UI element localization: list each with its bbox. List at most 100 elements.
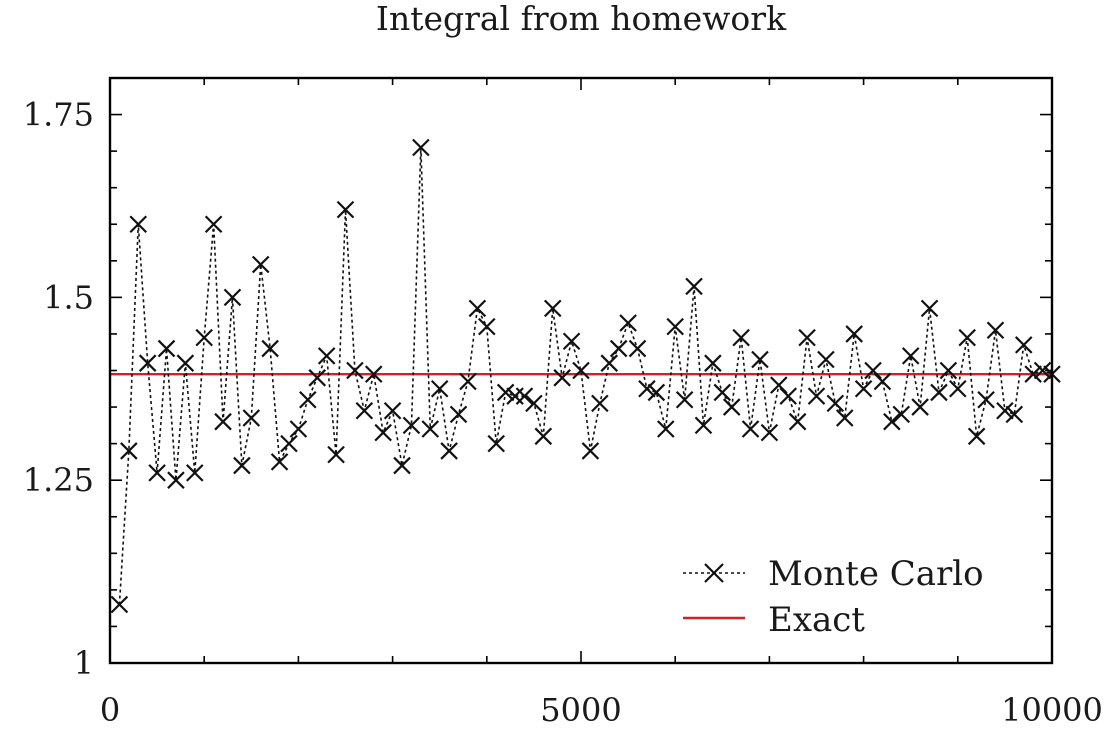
monte-carlo-point — [685, 277, 703, 296]
monte-carlo-point — [308, 369, 327, 387]
monte-carlo-point — [779, 387, 798, 405]
legend-monte-carlo-label: Monte Carlo — [768, 554, 984, 594]
y-tick-label: 1.5 — [43, 278, 94, 316]
legend-monte-carlo-x — [704, 563, 724, 583]
monte-carlo-point — [939, 361, 958, 380]
monte-carlo-point — [873, 372, 892, 391]
monte-carlo-point — [129, 215, 148, 234]
monte-carlo-point — [280, 434, 298, 453]
monte-carlo-point — [449, 405, 468, 424]
monte-carlo-point — [421, 420, 440, 438]
monte-carlo-point — [1033, 361, 1052, 380]
x-tick-label: 5000 — [540, 691, 621, 729]
monte-carlo-point — [138, 354, 157, 372]
monte-carlo-point — [675, 390, 694, 409]
legend-entry-exact: Exact — [683, 600, 865, 640]
monte-carlo-point — [346, 361, 364, 380]
monte-carlo-point — [534, 427, 553, 446]
monte-carlo-point — [176, 354, 195, 372]
monte-carlo-point — [751, 350, 769, 369]
monte-carlo-point — [233, 456, 251, 475]
monte-carlo-point — [261, 339, 279, 358]
monte-carlo-point — [732, 328, 750, 347]
monte-carlo-point — [817, 350, 835, 369]
legend-monte-carlo-marker — [704, 563, 724, 583]
monte-carlo-point — [440, 442, 458, 460]
monte-carlo-point — [364, 365, 383, 383]
monte-carlo-point — [920, 299, 939, 318]
monte-carlo-point — [317, 347, 336, 365]
monte-carlo-point — [223, 288, 242, 307]
monte-carlo-point — [496, 383, 515, 402]
monte-carlo-point — [581, 442, 600, 460]
monte-carlo-point — [412, 138, 430, 157]
monte-carlo-point — [430, 380, 449, 398]
monte-carlo-point — [713, 383, 732, 402]
monte-carlo-point — [374, 423, 392, 442]
monte-carlo-point — [845, 325, 863, 343]
monte-carlo-point — [722, 398, 741, 416]
monte-carlo-point — [647, 383, 666, 402]
monte-carlo-point — [110, 595, 129, 614]
monte-carlo-point — [657, 420, 675, 438]
monte-carlo-point — [798, 328, 816, 347]
monte-carlo-point — [1024, 365, 1042, 383]
x-tick-label: 10000 — [1001, 691, 1103, 729]
monte-carlo-point — [478, 317, 496, 336]
monte-carlo-point — [930, 383, 948, 402]
x-tick-label: 0 — [100, 691, 120, 729]
monte-carlo-point — [967, 427, 986, 446]
monte-carlo-point — [383, 401, 402, 420]
plot-frame — [108, 76, 1054, 665]
chart-title: Integral from homework — [376, 0, 787, 38]
monte-carlo-point — [186, 464, 204, 482]
monte-carlo-point — [892, 405, 911, 424]
monte-carlo-point — [120, 442, 138, 460]
monte-carlo-point — [214, 412, 232, 431]
monte-carlo-point — [949, 380, 967, 398]
monte-carlo-point — [638, 380, 656, 398]
monte-carlo-point — [289, 420, 308, 438]
y-tick-label: 1.75 — [23, 96, 94, 134]
monte-carlo-point — [996, 401, 1014, 420]
monte-carlo-point — [977, 390, 995, 409]
monte-carlo-point — [591, 394, 609, 413]
monte-carlo-point — [393, 456, 411, 475]
monte-carlo-point — [600, 354, 619, 372]
legend: Monte Carlo Exact — [683, 554, 984, 640]
monte-carlo-point — [515, 387, 534, 405]
monte-carlo-point — [1005, 405, 1024, 424]
monte-carlo-point — [628, 339, 647, 358]
y-tick-label: 1.25 — [23, 461, 94, 499]
monte-carlo-point — [242, 409, 261, 427]
monte-carlo-point — [835, 409, 854, 427]
monte-carlo-point — [1014, 336, 1033, 354]
monte-carlo-point — [355, 401, 374, 420]
monte-carlo-series — [110, 138, 1061, 614]
monte-carlo-point — [911, 398, 929, 416]
monte-carlo-point — [327, 445, 345, 464]
monte-carlo-point — [572, 361, 590, 380]
monte-carlo-point — [704, 354, 722, 372]
monte-carlo-point — [694, 416, 713, 435]
monte-carlo-point — [741, 420, 760, 438]
monte-carlo-point — [270, 453, 289, 471]
monte-carlo-point — [167, 471, 185, 489]
monte-carlo-point — [553, 369, 571, 387]
monte-carlo-point — [299, 390, 317, 409]
monte-carlo-point — [251, 255, 270, 274]
monte-carlo-point — [986, 321, 1005, 340]
monte-carlo-point — [619, 314, 637, 332]
monte-carlo-point — [336, 200, 355, 219]
monte-carlo-point — [562, 332, 581, 351]
monte-carlo-point — [958, 328, 976, 347]
monte-carlo-point — [807, 387, 826, 405]
monte-carlo-point — [826, 394, 845, 413]
monte-carlo-point — [760, 423, 779, 442]
legend-entry-monte-carlo: Monte Carlo — [683, 554, 984, 594]
monte-carlo-point — [468, 299, 487, 318]
y-tick-label: 1 — [74, 644, 94, 682]
monte-carlo-point — [204, 215, 223, 234]
tick-labels: 1 1.25 1.5 1.75 0 5000 10000 — [23, 96, 1103, 729]
